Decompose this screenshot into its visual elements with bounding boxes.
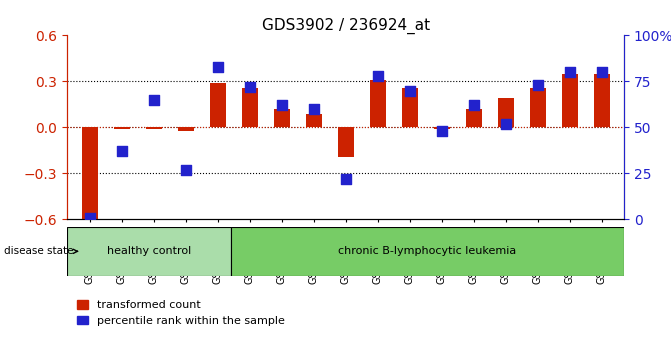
Point [468,103,479,108]
FancyBboxPatch shape [67,227,231,276]
Point [212,64,223,69]
Bar [242,87,258,127]
Point [436,128,447,134]
Point [372,73,383,79]
Bar [81,127,97,223]
Point [116,149,127,154]
Point [564,69,575,75]
Point [180,167,191,173]
Point [597,69,607,75]
Point [340,176,351,182]
Bar [370,80,386,127]
Point [501,121,511,127]
Bar [529,87,546,127]
Bar [209,83,225,127]
Bar [594,74,610,127]
Point [84,215,95,221]
Bar [433,127,450,129]
Bar [178,127,193,131]
Text: healthy control: healthy control [107,246,191,256]
Bar [562,74,578,127]
Bar [305,114,321,127]
Point [148,97,159,103]
Bar [113,127,130,129]
Text: chronic B-lymphocytic leukemia: chronic B-lymphocytic leukemia [338,246,517,256]
Point [244,84,255,90]
Bar [498,98,513,127]
FancyBboxPatch shape [231,227,624,276]
Point [276,103,287,108]
Bar [274,109,290,127]
Point [308,106,319,112]
Bar [401,87,417,127]
Text: disease state: disease state [4,246,77,256]
Legend: transformed count, percentile rank within the sample: transformed count, percentile rank withi… [72,296,289,331]
Point [404,88,415,93]
Bar [338,127,354,156]
Bar [146,127,162,129]
Title: GDS3902 / 236924_at: GDS3902 / 236924_at [262,18,429,34]
Bar [466,109,482,127]
Point [532,82,543,88]
